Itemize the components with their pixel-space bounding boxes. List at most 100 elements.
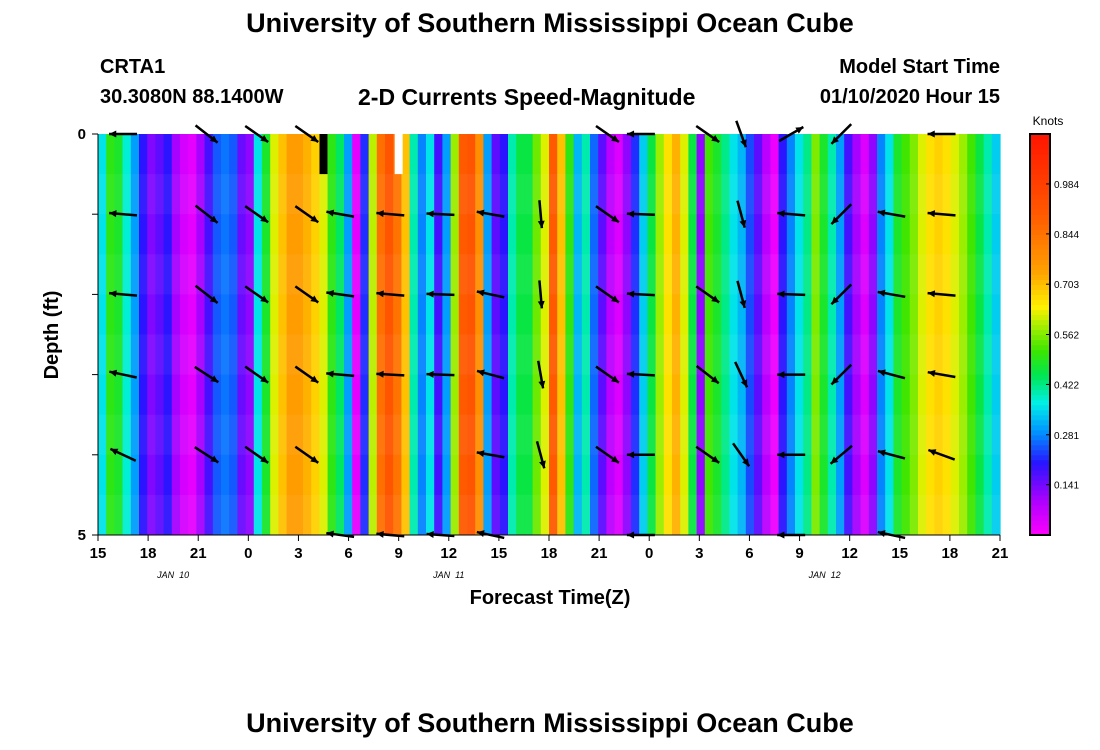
heatmap-cell	[253, 134, 263, 535]
arrow-head	[426, 370, 434, 378]
heatmap-cell	[581, 134, 591, 535]
heatmap-cell	[180, 134, 189, 535]
current-arrow	[109, 447, 137, 462]
arrow-head	[326, 209, 335, 217]
colorbar-segment	[1030, 159, 1050, 165]
colorbar-segment	[1030, 274, 1050, 280]
depth-band	[98, 174, 1000, 215]
heatmap-cell	[770, 134, 780, 535]
arrow-head	[927, 210, 936, 218]
current-arrow	[626, 130, 655, 138]
current-arrow	[734, 361, 749, 388]
arrow-head	[538, 380, 546, 389]
arrow-head	[831, 296, 839, 305]
heatmap-cell	[458, 134, 468, 535]
colorbar-segment	[1030, 484, 1050, 491]
colorbar-segment	[1030, 369, 1050, 376]
heatmap-cell	[877, 134, 886, 535]
x-tick-label: 9	[795, 545, 803, 562]
current-arrow	[736, 280, 747, 309]
current-arrow	[194, 124, 219, 144]
current-arrow	[326, 209, 355, 218]
x-tick-label: 0	[645, 545, 653, 562]
heatmap-cell	[696, 134, 706, 535]
current-arrow	[695, 364, 720, 385]
heatmap-cell	[614, 134, 624, 535]
current-arrow	[426, 210, 455, 218]
current-arrow	[294, 285, 319, 304]
heatmap-cell	[393, 134, 402, 535]
colorbar-segment	[1030, 424, 1050, 431]
heatmap-cell	[885, 134, 894, 535]
arrow-head	[109, 369, 118, 377]
colorbar-segment	[1030, 449, 1050, 456]
heatmap-cell	[786, 134, 796, 535]
current-arrow	[376, 210, 405, 218]
heatmap-cell	[98, 134, 107, 535]
colorbar-tick-label: 0.844	[1054, 230, 1079, 241]
arrow-head	[740, 139, 747, 148]
current-arrow	[244, 365, 269, 384]
current-arrow	[109, 130, 138, 138]
heatmap-cell	[467, 134, 476, 535]
current-arrow	[194, 365, 219, 384]
heatmap-cell	[573, 134, 583, 535]
current-arrow	[777, 451, 806, 459]
colorbar-segment	[1030, 254, 1050, 260]
heatmap-cell	[598, 134, 607, 535]
colorbar-segment	[1030, 189, 1050, 195]
current-arrow	[194, 284, 219, 305]
current-arrow	[626, 451, 655, 459]
colorbar-segment	[1030, 444, 1050, 451]
heatmap-cell	[663, 134, 673, 535]
current-arrow	[732, 442, 751, 467]
heatmap-cell	[852, 134, 862, 535]
colorbar-segment	[1030, 214, 1050, 220]
heatmap-cell	[918, 134, 927, 535]
heatmap-cell	[409, 134, 419, 535]
heatmap-cell	[327, 134, 337, 535]
colorbar-segment	[1030, 219, 1050, 225]
heatmap-cell	[229, 134, 238, 535]
colorbar-tick-label: 0.281	[1054, 431, 1079, 442]
heatmap-cell	[745, 134, 755, 535]
arrow-head	[877, 369, 886, 377]
colorbar-segment	[1030, 349, 1050, 356]
colorbar-segment	[1030, 479, 1050, 486]
current-arrow	[108, 210, 138, 218]
arrow-head	[326, 290, 334, 297]
heatmap-cell	[130, 134, 140, 535]
heatmap-cell	[221, 134, 230, 535]
y-axis-title: Depth (ft)	[41, 291, 63, 380]
arrow-head	[795, 127, 804, 134]
heatmap-cell	[844, 134, 853, 535]
heatmap-cell	[909, 134, 919, 535]
arrow-head	[260, 375, 269, 383]
colorbar-segment	[1030, 324, 1050, 331]
current-arrow	[595, 205, 620, 224]
colorbar-segment	[1030, 524, 1050, 531]
x-tick-label: 12	[440, 545, 457, 562]
arrow-head	[426, 210, 434, 218]
colorbar-segment	[1030, 149, 1050, 155]
heatmap-cell	[622, 134, 632, 535]
colorbar-segment	[1030, 309, 1050, 316]
heatmap-cell	[606, 134, 616, 535]
heatmap-cell	[959, 134, 968, 535]
heatmap-cell	[450, 134, 460, 535]
arrow-head	[109, 290, 117, 298]
colorbar-segment	[1030, 264, 1050, 270]
current-arrow	[194, 204, 219, 224]
colorbar-segment	[1030, 414, 1050, 421]
arrow-head	[877, 209, 886, 217]
heatmap-cell	[639, 134, 648, 535]
current-arrow	[695, 445, 720, 464]
x-tick-label: 0	[244, 545, 252, 562]
colorbar-tick-label: 0.141	[1054, 481, 1079, 492]
arrow-head	[626, 290, 635, 298]
heatmap-cell	[188, 134, 197, 535]
current-arrow	[830, 363, 853, 386]
colorbar-segment	[1030, 454, 1050, 461]
colorbar: 0.141 0.281 0.422 0.562 0.703 0.844 0.984	[1029, 133, 1079, 536]
heatmap-cell	[294, 134, 304, 535]
